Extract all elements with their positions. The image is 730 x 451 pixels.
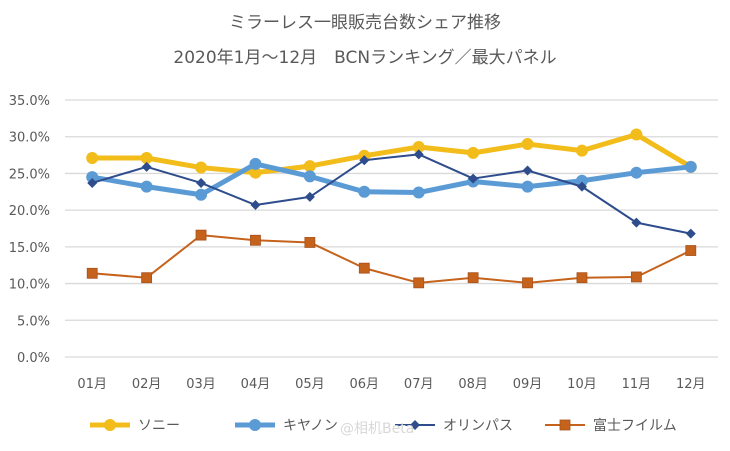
legend-marker xyxy=(249,419,261,431)
legend-label: キヤノン xyxy=(283,418,338,434)
series-1 xyxy=(86,128,697,179)
series-group xyxy=(86,128,697,289)
gridlines xyxy=(65,99,718,358)
legend-marker xyxy=(559,419,571,431)
legend-label: ソニー xyxy=(138,418,180,434)
data-point xyxy=(358,262,370,274)
legend: ソニー キヤノン オリンパス 富士フイルム xyxy=(90,417,677,434)
series-line xyxy=(92,234,692,284)
legend-marker xyxy=(410,420,420,430)
x-tick-label: 06月 xyxy=(350,377,380,392)
data-point xyxy=(195,188,208,201)
legend-item: オリンパス xyxy=(395,418,513,434)
data-point xyxy=(685,245,697,256)
y-tick-label: 15.0% xyxy=(9,241,50,256)
y-tick-label: 25.0% xyxy=(9,167,50,182)
data-point xyxy=(413,277,425,289)
data-point xyxy=(87,177,98,188)
legend-label: オリンパス xyxy=(443,418,513,434)
watermark: @相机Beta xyxy=(340,421,414,437)
data-point xyxy=(250,234,261,246)
legend-label: 富士フイルム xyxy=(593,417,677,434)
data-point xyxy=(467,272,479,284)
y-axis-ticks: 0.0% 5.0% 10.0% 15.0% 20.0% 25.0% 30.0% 35.0% xyxy=(9,94,50,366)
data-point xyxy=(304,237,316,248)
data-point xyxy=(684,160,697,173)
data-point xyxy=(359,155,370,166)
x-tick-label: 11月 xyxy=(622,377,652,392)
data-point xyxy=(575,144,588,157)
data-point xyxy=(195,161,208,174)
data-point xyxy=(304,191,315,202)
data-point xyxy=(250,200,261,211)
chart-title: ミラーレス一眼販売台数シェア推移 xyxy=(229,13,501,33)
data-point xyxy=(141,272,153,284)
data-point xyxy=(467,146,480,159)
data-point xyxy=(522,165,533,176)
x-tick-label: 10月 xyxy=(567,377,597,392)
series-line xyxy=(91,153,691,235)
y-tick-label: 5.0% xyxy=(17,314,50,329)
data-point xyxy=(86,267,98,279)
x-tick-label: 12月 xyxy=(676,377,706,392)
series-line xyxy=(92,132,693,176)
x-tick-label: 08月 xyxy=(458,377,488,392)
data-point xyxy=(195,229,207,241)
y-tick-label: 20.0% xyxy=(9,204,50,219)
data-point xyxy=(468,173,479,184)
x-tick-label: 07月 xyxy=(404,377,434,392)
data-point xyxy=(576,181,587,192)
data-point xyxy=(249,157,262,170)
x-tick-label: 02月 xyxy=(132,377,162,392)
y-tick-label: 30.0% xyxy=(9,131,50,146)
data-point xyxy=(631,217,642,228)
data-point xyxy=(522,277,533,289)
y-tick-label: 0.0% xyxy=(17,351,50,366)
data-point xyxy=(521,138,534,151)
x-tick-label: 04月 xyxy=(241,377,271,392)
legend-item: キヤノン xyxy=(235,418,338,434)
series-3 xyxy=(87,149,696,239)
x-axis-ticks: 01月 02月 03月 04月 05月 06月 07月 08月 09月 10月 11月 12月 xyxy=(77,377,705,392)
data-point xyxy=(685,228,696,239)
legend-item: 富士フイルム xyxy=(545,417,677,434)
data-point xyxy=(196,177,207,188)
data-point xyxy=(358,185,371,198)
data-point xyxy=(413,149,424,160)
data-point xyxy=(630,271,642,283)
legend-item: ソニー xyxy=(90,418,180,434)
data-point xyxy=(412,186,425,199)
series-2 xyxy=(86,157,697,201)
y-tick-label: 35.0% xyxy=(9,94,50,109)
data-point xyxy=(140,180,153,193)
data-point xyxy=(86,152,99,165)
x-tick-label: 01月 xyxy=(77,377,107,392)
series-4 xyxy=(86,229,697,289)
data-point xyxy=(141,161,152,172)
chart-subtitle: 2020年1月～12月 BCNランキング／最大パネル xyxy=(173,48,556,68)
y-tick-label: 10.0% xyxy=(9,278,50,293)
series-line xyxy=(91,161,692,198)
x-tick-label: 09月 xyxy=(513,377,543,392)
legend-marker xyxy=(104,419,116,431)
data-point xyxy=(630,166,643,179)
x-tick-label: 03月 xyxy=(186,377,216,392)
x-tick-label: 05月 xyxy=(295,377,325,392)
data-point xyxy=(576,272,588,284)
data-point xyxy=(630,128,643,141)
data-point xyxy=(521,180,534,193)
data-point xyxy=(303,160,316,173)
data-point xyxy=(303,170,316,183)
